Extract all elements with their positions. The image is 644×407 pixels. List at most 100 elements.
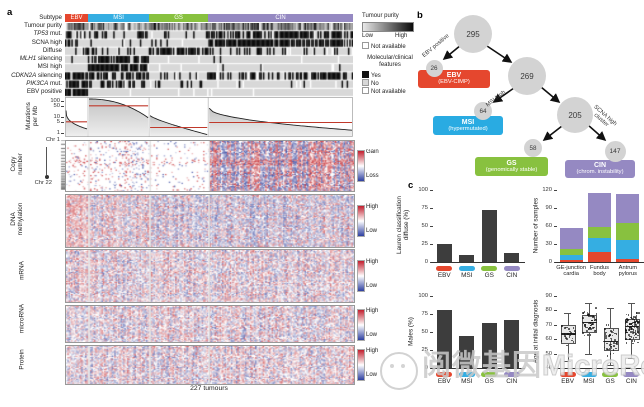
age-data-point [612,352,615,355]
age-data-point [609,337,612,340]
subtype-chip-ebv [559,372,576,377]
subtype-chip-label: MSI [461,378,473,385]
subtype-chip-gs [481,372,498,377]
samples-stack-1-cin [588,193,611,228]
subtype-chip-ebv [436,266,453,271]
age-data-point [635,323,637,326]
tumour-purity-legend-title: Tumour purity [362,13,399,19]
mut-tick-dash [61,105,64,107]
arrow-269-to-64 [492,87,515,103]
age-data-point [584,325,587,328]
age-data-point [582,321,585,324]
y-tick-dash [429,190,433,191]
mc-legend-title-2: features [379,62,401,68]
subtype-segment-gs: GS [149,14,209,22]
track-label-8: PIK3CA mut. [26,79,62,87]
y-tick-label: 0 [424,365,428,371]
age-data-point [624,328,627,330]
subtype-chip-label: GS [484,272,494,279]
age-data-point [633,325,636,327]
arrow-295-to-269 [486,45,513,63]
age-data-point [612,331,615,334]
age-data-point [634,321,636,324]
y-tick-dash [553,310,557,312]
age-data-point [633,331,636,334]
age-data-point [635,336,637,339]
age-data-point [610,337,613,340]
age-data-point [637,329,639,331]
copy-number-heatmap [65,140,355,192]
subtype-bar: EBV MSI GS CIN [65,14,353,22]
colorbar-0 [357,150,365,182]
age-data-point [604,333,607,335]
age-data-point [629,323,632,325]
age-data-point [609,353,612,355]
mut-tick-dash [61,121,64,123]
lauren-y-axis-label: Lauren classification diffuse (%) [396,196,410,254]
arrow-269-to-205 [540,86,561,104]
flowchart-arrows [442,44,607,142]
age-data-point [633,340,636,342]
males-bar-ebv [436,309,452,368]
age-data-point [615,333,618,335]
track-label-6: MSI high [37,63,62,71]
age-data-point [572,327,575,329]
age-data-point [613,342,615,344]
age-data-point [637,322,639,325]
samples-category-label: Antrum pylorus [618,265,637,278]
age-data-point [593,326,595,329]
track-label-0: Subtype [39,13,62,21]
age-data-point [636,326,639,328]
age-whisker-cap [606,365,614,366]
age-data-point [593,319,596,321]
purity-na-item: Not available [362,42,406,51]
age-data-point [626,331,628,334]
age-data-point [633,318,636,321]
age-data-point [625,328,627,331]
watermark-logo-eye [390,364,394,368]
age-data-point [635,312,638,314]
node-64: 64 [474,102,492,120]
age-whisker-cap [564,313,572,315]
age-data-point [593,317,596,319]
mrna-heatmap [65,249,355,303]
age-data-point [571,339,573,342]
samples-stack-1-msi [588,238,611,253]
age-data-point [616,341,618,344]
subtype-segment-cin: CIN [208,14,353,22]
age-data-point [630,331,632,333]
age-data-point [628,334,631,336]
age-data-point [582,316,584,319]
age-data-point [631,332,634,335]
mut-tick-50: 50 [53,102,60,109]
age-whisker-cap [606,307,614,309]
mut-tick-dash [61,133,64,134]
subtype-chip-label: CIN [506,378,518,385]
y-tick-label: 60 [545,223,552,229]
age-data-point [605,334,607,337]
samples-stack-2-ebv [616,259,640,262]
na-checkbox-icon [362,42,369,49]
age-data-point [634,323,636,326]
y-tick-label: 90 [545,205,552,211]
age-data-point [610,340,613,342]
age-data-point [628,326,631,329]
age-data-point [590,324,592,327]
x-axis-line [555,368,644,369]
no-box-icon [362,79,369,86]
tumour-count-footer: 227 tumours [190,385,228,392]
age-whisker-cap [585,303,593,304]
age-data-point [564,326,567,329]
subtype-chip-label: EBV [437,272,451,279]
age-data-point [628,329,631,331]
y-tick-label: 40 [545,365,552,371]
colorbar-bottom-label-2: Low [366,283,378,289]
age-data-point [625,313,628,316]
mut-tick-1: 1 [56,129,60,136]
samples-stack-1-gs [588,227,611,238]
samples-category-label: Fundus body [590,265,609,278]
samples-stack-0-msi [559,255,583,261]
age-data-point [629,338,631,340]
age-data-point [610,347,613,350]
